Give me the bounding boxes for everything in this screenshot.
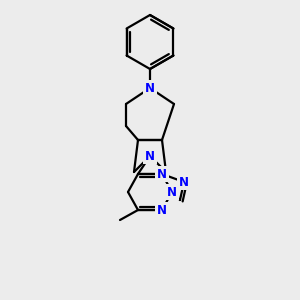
Text: N: N [157, 203, 167, 217]
Text: N: N [145, 149, 155, 163]
Text: N: N [167, 185, 177, 199]
Text: N: N [145, 82, 155, 94]
Text: N: N [157, 167, 167, 181]
Text: N: N [179, 176, 189, 188]
